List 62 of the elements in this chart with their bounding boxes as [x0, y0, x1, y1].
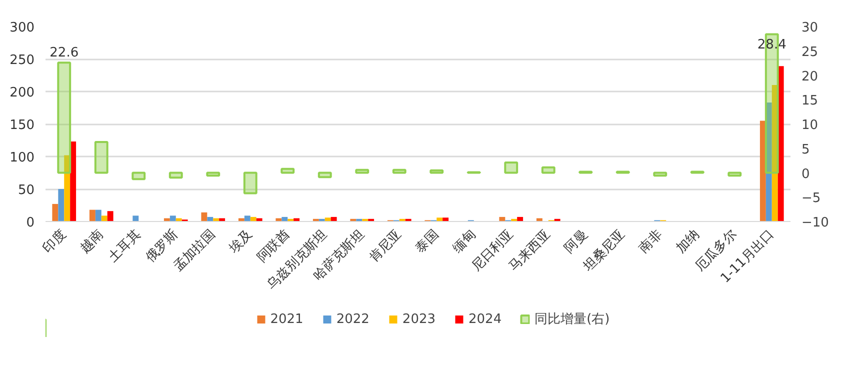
bar: [442, 218, 449, 222]
data-label: 22.6: [50, 46, 79, 61]
bar: [541, 166, 556, 174]
y-tick-label: 0: [26, 216, 35, 230]
x-tick-label: 埃及: [226, 227, 256, 257]
y2-tick-label: 15: [802, 94, 818, 109]
bar: [244, 216, 250, 222]
x-tick-label: 泰国: [412, 227, 442, 256]
bar: [504, 162, 518, 174]
bar: [392, 168, 406, 174]
bar: [280, 168, 295, 174]
y-tick-label: 100: [10, 150, 35, 166]
x-tick-label: 阿曼: [562, 227, 591, 256]
bar: [64, 155, 70, 222]
bar: [52, 204, 58, 222]
bar: [243, 172, 258, 194]
y-tick-label: 200: [10, 86, 35, 100]
bar: [58, 189, 64, 222]
bar: [89, 210, 96, 222]
bar: [728, 172, 742, 177]
legend-label: 2024: [468, 312, 502, 326]
x-tick-label: 越南: [78, 227, 107, 256]
bar: [57, 62, 72, 174]
bar: [355, 168, 370, 174]
bar: [653, 172, 668, 177]
x-tick-label: 印度: [40, 226, 70, 256]
y-tick-label: 50: [18, 183, 35, 198]
bar: [206, 172, 220, 177]
y2-tick-label: −10: [802, 216, 829, 230]
y2-tick-label: 5: [802, 142, 810, 158]
x-tick-label: 缅甸: [450, 227, 480, 256]
bar: [201, 212, 208, 222]
bar: [430, 169, 444, 174]
legend-label: 同比增量(右): [534, 311, 610, 328]
y-tick-label: 150: [10, 118, 35, 133]
y2-tick-label: 25: [802, 44, 818, 60]
y2-tick-label: 20: [802, 69, 818, 84]
bar: [70, 142, 76, 222]
bar: [170, 216, 176, 222]
legend-label: 2023: [402, 312, 436, 326]
y2-tick-label: 0: [802, 166, 810, 182]
bar: [324, 218, 331, 222]
x-tick-label: 肯尼亚: [366, 227, 405, 266]
bar: [436, 218, 443, 222]
x-tick-label: 南非: [636, 227, 666, 256]
x-tick-label: 加纳: [674, 227, 703, 256]
x-tick-label: 土耳其: [106, 227, 144, 266]
bar: [107, 211, 114, 222]
y2-tick-label: 10: [802, 118, 818, 133]
bar: [168, 172, 183, 179]
bar: [318, 172, 332, 178]
bar: [95, 210, 102, 222]
y-tick-label: 250: [10, 53, 35, 68]
legend-label: 2021: [270, 312, 304, 326]
bar: [132, 172, 146, 180]
legend-label: 2022: [336, 312, 370, 326]
bar: [132, 216, 139, 222]
y-tick-label: 300: [10, 20, 35, 36]
y2-tick-label: −5: [802, 191, 821, 206]
bar: [94, 141, 108, 174]
bar: [101, 216, 108, 222]
y2-tick-label: 30: [802, 20, 818, 36]
